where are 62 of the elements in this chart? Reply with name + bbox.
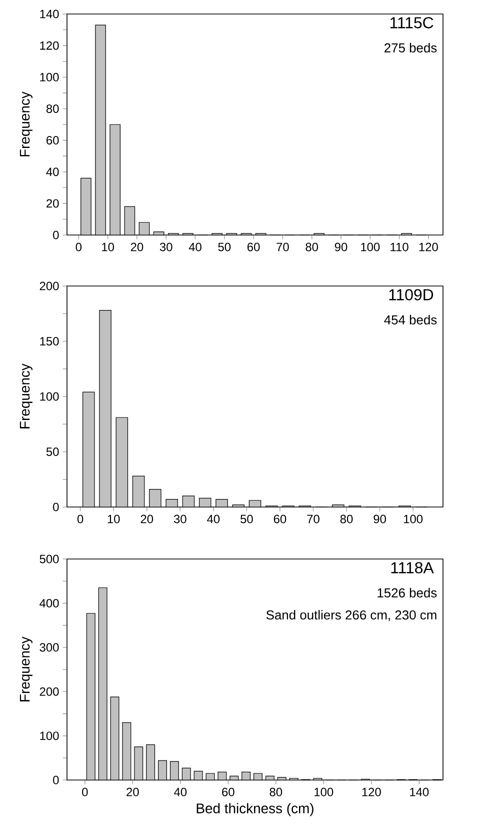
x-tick-label: 40 — [174, 788, 187, 796]
x-tick-label: 20 — [126, 788, 139, 796]
y-axis-title: Frequency — [20, 364, 32, 428]
x-tick-label: 100 — [314, 788, 334, 796]
y-tick-label: 20 — [46, 199, 59, 208]
y-tick-label: 500 — [40, 554, 59, 564]
x-tick-label: 10 — [102, 242, 114, 252]
x-tick-label: 80 — [340, 514, 353, 524]
chart-title: 1109D — [389, 289, 434, 300]
x-tick-label: 0 — [76, 242, 82, 252]
x-tick-label: 120 — [362, 788, 381, 796]
chart-title: 1115C — [390, 17, 434, 28]
x-tick-label: 140 — [410, 788, 429, 796]
y-axis-title: Frequency — [20, 92, 32, 156]
x-tick-label: 60 — [274, 514, 286, 524]
y-tick-label: 200 — [40, 687, 59, 696]
y-tick-label: 150 — [40, 337, 59, 346]
y-tick-label: 120 — [40, 41, 59, 50]
x-tick-label: 100 — [361, 242, 380, 252]
x-tick-label: 120 — [419, 242, 438, 252]
annotation: 454 beds — [384, 314, 437, 324]
x-tick-label: 60 — [248, 242, 260, 252]
y-tick-label: 0 — [53, 230, 59, 240]
x-tick-label: 90 — [374, 514, 386, 524]
x-tick-label: 20 — [140, 514, 154, 524]
x-tick-label: 60 — [222, 788, 234, 796]
y-tick-label: 100 — [40, 732, 59, 740]
x-tick-label: 100 — [404, 514, 423, 524]
annotation: Sand outliers 266 cm, 230 cm — [266, 610, 436, 622]
y-tick-label: 140 — [40, 10, 59, 18]
y-tick-label: 40 — [46, 168, 59, 176]
x-tick-label: 10 — [108, 514, 120, 524]
y-tick-label: 300 — [40, 643, 59, 652]
x-tick-label: 70 — [307, 514, 320, 524]
y-tick-label: 0 — [53, 776, 59, 784]
annotation: 1526 beds — [378, 588, 437, 598]
x-tick-label: 0 — [82, 788, 88, 796]
x-tick-label: 30 — [174, 514, 186, 524]
x-axis-title: Bed thickness (cm) — [196, 803, 314, 816]
y-tick-label: 0 — [53, 502, 59, 512]
x-tick-label: 110 — [390, 242, 408, 252]
x-tick-label: 30 — [160, 242, 172, 252]
x-tick-label: 80 — [306, 242, 318, 252]
y-tick-label: 80 — [46, 104, 59, 113]
y-tick-label: 100 — [40, 392, 59, 401]
x-tick-label: 0 — [77, 514, 84, 524]
y-tick-label: 50 — [46, 448, 59, 456]
y-tick-label: 400 — [40, 598, 59, 608]
x-tick-label: 40 — [207, 514, 220, 524]
y-axis-title: Frequency — [20, 636, 32, 702]
x-tick-label: 50 — [240, 514, 253, 524]
x-tick-label: 20 — [130, 242, 144, 252]
x-tick-label: 40 — [188, 242, 202, 252]
y-tick-label: 60 — [46, 136, 59, 145]
x-tick-label: 50 — [218, 242, 231, 252]
chart-title: 1118A — [391, 562, 434, 574]
y-tick-label: 100 — [40, 72, 59, 82]
x-tick-label: 70 — [276, 242, 289, 252]
y-tick-label: 200 — [40, 282, 59, 290]
annotation: 275 beds — [384, 42, 437, 52]
x-tick-label: 90 — [334, 242, 348, 252]
x-tick-label: 80 — [270, 788, 282, 796]
